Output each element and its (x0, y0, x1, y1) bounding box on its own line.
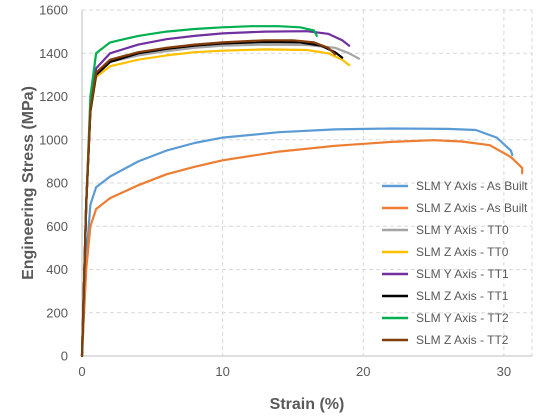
series-line-7 (80, 25, 318, 358)
legend-label: SLM Y Axis - TT0 (416, 223, 509, 237)
series-group (80, 25, 524, 358)
series-line-1 (80, 127, 514, 358)
legend-label: SLM Z Axis - TT0 (416, 245, 509, 259)
legend-label: SLM Y Axis - As Built (416, 179, 528, 193)
y-tick-label: 1600 (39, 3, 68, 18)
series-line-8 (80, 39, 337, 358)
legend-label: SLM Y Axis - TT1 (416, 267, 509, 281)
y-tick-label: 1400 (39, 46, 68, 61)
grid (82, 9, 533, 356)
x-axis-title: Strain (%) (270, 396, 345, 413)
y-tick-label: 0 (61, 349, 68, 364)
y-tick-label: 800 (46, 176, 68, 191)
legend-label: SLM Z Axis - As Built (416, 201, 528, 215)
y-tick-label: 600 (46, 219, 68, 234)
legend-label: SLM Z Axis - TT2 (416, 333, 509, 347)
series-line-2 (80, 139, 524, 358)
x-tick-label: 10 (215, 364, 229, 379)
y-tick-label: 200 (46, 305, 68, 320)
x-tick-label: 30 (497, 364, 511, 379)
series-line-4 (80, 48, 351, 358)
series-line-6 (80, 40, 344, 358)
y-axis-title: Engineering Stress (MPa) (20, 86, 37, 280)
x-tick-label: 0 (78, 364, 85, 379)
axes: 0 200 400 600 800 1000 1200 1400 1600 0 10 20 30 (39, 3, 532, 379)
y-tick-label: 400 (46, 262, 68, 277)
x-tick-label: 20 (356, 364, 370, 379)
legend: SLM Y Axis - As Built SLM Z Axis - As Bui… (382, 179, 528, 347)
y-tick-label: 1000 (39, 132, 68, 147)
legend-label: SLM Z Axis - TT1 (416, 289, 509, 303)
legend-label: SLM Y Axis - TT2 (416, 311, 509, 325)
y-tick-label: 1200 (39, 89, 68, 104)
series-line-3 (80, 43, 361, 358)
